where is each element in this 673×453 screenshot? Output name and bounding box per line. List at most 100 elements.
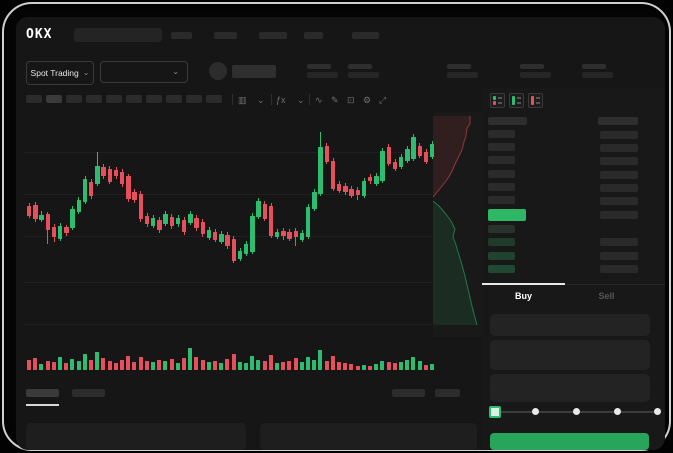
nav-item[interactable] [304, 32, 323, 39]
amount-row[interactable] [600, 252, 638, 260]
draw-tool-icon[interactable]: ✎ [331, 95, 339, 105]
timeframe-button[interactable] [126, 95, 142, 103]
candle-style-icon[interactable]: ▥ [238, 95, 247, 105]
timeframe-button[interactable] [66, 95, 82, 103]
candle [51, 227, 57, 237]
ask-price-row[interactable] [488, 156, 515, 164]
volume-bar [33, 358, 38, 370]
ask-price-row[interactable] [488, 143, 515, 151]
amount-row[interactable] [600, 197, 638, 205]
orderbook-combined-icon[interactable] [490, 93, 505, 108]
volume-bar [287, 361, 292, 370]
candle [430, 144, 435, 157]
buy-submit-button[interactable] [490, 433, 649, 450]
candle [343, 186, 348, 192]
nav-item[interactable] [214, 32, 237, 39]
stat-label-placeholder [348, 64, 372, 69]
okx-logo[interactable]: OKX [26, 27, 53, 42]
bid-price-row[interactable] [488, 238, 515, 246]
volume-bar [275, 363, 279, 370]
indicators-fx-icon[interactable]: ƒx [276, 95, 286, 105]
trading-app: OKX Spot Trading ⌄ ⌄ ▥ ⌄ ƒx ⌄ ∿ ✎ ⊡ ⚙ ⤢ [16, 17, 665, 450]
volume-bar [281, 362, 286, 370]
tab-buy[interactable]: Buy [514, 291, 532, 301]
timeframe-button[interactable] [26, 95, 42, 103]
volume-bar [405, 360, 410, 370]
candle [386, 147, 391, 164]
stat-label-placeholder [520, 64, 544, 69]
order-input-field[interactable] [490, 374, 650, 402]
amount-row[interactable] [600, 157, 638, 165]
timeframe-button[interactable] [166, 95, 182, 103]
order-input-field[interactable] [490, 314, 650, 336]
screenshot-icon[interactable]: ⊡ [347, 95, 355, 105]
orderbook-asks-icon[interactable] [528, 93, 543, 108]
ask-price-row[interactable] [488, 130, 515, 138]
candle [82, 179, 88, 202]
volume-bar [200, 360, 205, 370]
bottom-action-placeholder[interactable] [435, 389, 460, 397]
settings-gear-icon[interactable]: ⚙ [363, 95, 372, 105]
timeframe-button[interactable] [206, 95, 222, 103]
orderbook-bids-icon[interactable] [509, 93, 524, 108]
bid-price-row[interactable] [488, 225, 515, 233]
volume-bar [175, 363, 180, 370]
volume-bar [343, 363, 348, 370]
candle [101, 167, 106, 176]
icon-line [517, 102, 521, 104]
volume-bar [169, 359, 174, 370]
volume-bar [64, 363, 69, 370]
chevron-down-icon: ⌄ [172, 67, 179, 76]
timeframe-button[interactable] [106, 95, 122, 103]
candle [39, 215, 44, 220]
volume-bar [417, 361, 422, 370]
nav-item[interactable] [259, 32, 287, 39]
volume-bar [355, 366, 360, 370]
amount-row[interactable] [600, 171, 638, 179]
slider-step-dot[interactable] [614, 408, 621, 415]
timeframe-button[interactable] [46, 95, 62, 103]
bottom-tab[interactable] [26, 389, 59, 397]
amount-row[interactable] [600, 144, 638, 152]
ask-price-row[interactable] [488, 170, 515, 178]
timeframe-button[interactable] [146, 95, 162, 103]
candle-style-chevron-icon[interactable]: ⌄ [257, 95, 265, 105]
volume-bar [392, 363, 397, 370]
amount-row[interactable] [600, 131, 638, 139]
volume-bar [386, 362, 391, 370]
search-input[interactable] [74, 28, 162, 42]
spot-trading-dropdown[interactable]: Spot Trading ⌄ [26, 61, 94, 85]
slider-handle[interactable] [489, 406, 501, 418]
bid-price-row[interactable] [488, 265, 515, 273]
bid-price-row[interactable] [488, 252, 515, 260]
candle [268, 206, 274, 236]
candle [45, 214, 50, 230]
tab-sell[interactable]: Sell [598, 291, 615, 301]
indicators-chevron-icon[interactable]: ⌄ [297, 95, 305, 105]
bottom-action-placeholder[interactable] [392, 389, 425, 397]
bottom-tab[interactable] [72, 389, 105, 397]
active-bottom-tab-indicator [26, 404, 59, 406]
fullscreen-icon[interactable]: ⤢ [379, 95, 387, 105]
nav-item[interactable] [352, 32, 379, 39]
slider-step-dot[interactable] [532, 408, 539, 415]
orderbook-header-price [488, 117, 527, 125]
amount-row[interactable] [600, 265, 638, 273]
slider-step-dot[interactable] [654, 408, 661, 415]
timeframe-button[interactable] [186, 95, 202, 103]
amount-row[interactable] [600, 184, 638, 192]
amount-row[interactable] [600, 211, 638, 219]
slider-step-dot[interactable] [573, 408, 580, 415]
order-input-field[interactable] [490, 340, 650, 370]
candle [113, 170, 119, 176]
volume-bar [194, 357, 199, 370]
ask-price-row[interactable] [488, 196, 515, 204]
pair-select-dropdown[interactable]: ⌄ [100, 61, 188, 83]
amount-row[interactable] [600, 238, 638, 246]
ask-price-row[interactable] [488, 183, 515, 191]
timeframe-button[interactable] [86, 95, 102, 103]
line-tool-icon[interactable]: ∿ [315, 95, 323, 105]
nav-item[interactable] [171, 32, 192, 39]
last-price-badge[interactable] [488, 209, 526, 221]
candle [399, 157, 404, 167]
